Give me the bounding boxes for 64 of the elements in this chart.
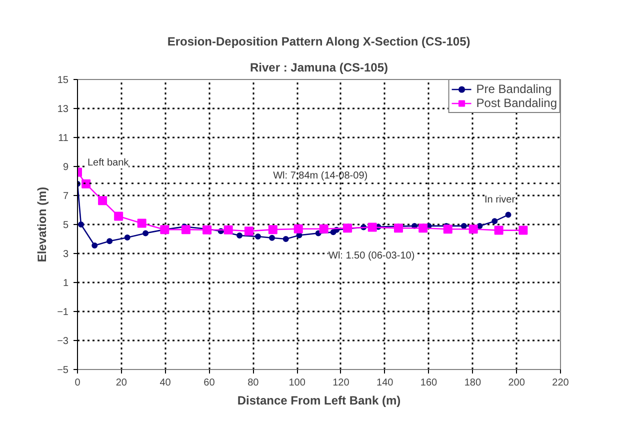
x-tick-label: 0 bbox=[74, 378, 81, 388]
y-tick-label: 13 bbox=[57, 104, 69, 115]
point bbox=[124, 234, 130, 241]
y-axis-title: Elevation (m) bbox=[35, 186, 50, 262]
legend-label: Pre Bandaling bbox=[476, 82, 552, 96]
point bbox=[394, 224, 403, 233]
x-tick-label: 20 bbox=[116, 378, 128, 388]
y-tick-label: 5 bbox=[62, 220, 69, 231]
point bbox=[98, 196, 108, 206]
annotation: Left bank bbox=[88, 158, 130, 168]
y-tick-label: −5 bbox=[57, 365, 69, 376]
point bbox=[142, 230, 149, 236]
point bbox=[92, 242, 98, 249]
x-axis-title: Distance From Left Bank (m) bbox=[237, 394, 401, 408]
x-tick-label: 100 bbox=[288, 378, 306, 388]
point bbox=[494, 226, 504, 235]
point bbox=[224, 225, 233, 234]
point bbox=[254, 234, 261, 240]
point bbox=[443, 224, 452, 234]
point bbox=[368, 222, 377, 232]
point bbox=[268, 225, 278, 234]
chart-title: Erosion-Deposition Pattern Along X-Section (CS-105) bbox=[167, 34, 470, 48]
x-tick-label: 160 bbox=[420, 378, 438, 388]
x-tick-label: 180 bbox=[464, 378, 482, 388]
y-tick-label: 1 bbox=[62, 278, 69, 289]
point bbox=[236, 232, 243, 239]
y-tick-label: 9 bbox=[62, 162, 69, 173]
ref-line-label: Wl: 7.84m (14-08-09) bbox=[273, 170, 368, 182]
y-tick-label: 15 bbox=[57, 75, 69, 86]
point bbox=[460, 222, 467, 229]
point bbox=[269, 234, 276, 241]
chart-subtitle: River : Jamuna (CS-105) bbox=[250, 60, 388, 74]
point bbox=[468, 224, 478, 234]
x-tick-label: 200 bbox=[508, 378, 526, 388]
x-tick-label: 60 bbox=[204, 378, 216, 388]
point bbox=[343, 224, 352, 233]
point bbox=[106, 238, 113, 244]
y-tick-label: −1 bbox=[57, 307, 69, 318]
annotation: Wl: 1.50 (06-03-10) bbox=[328, 250, 415, 262]
y-tick-label: 11 bbox=[58, 133, 69, 144]
point bbox=[202, 225, 212, 234]
point bbox=[114, 212, 124, 221]
legend-label: Post Bandaling bbox=[476, 96, 557, 110]
x-tick-label: 40 bbox=[160, 378, 172, 388]
point bbox=[181, 225, 190, 234]
point bbox=[518, 226, 528, 235]
y-tick-label: 7 bbox=[62, 191, 69, 202]
point bbox=[505, 212, 512, 218]
y-tick-label: −3 bbox=[57, 336, 69, 347]
point bbox=[244, 226, 254, 236]
point bbox=[282, 236, 289, 242]
x-tick-label: 120 bbox=[332, 378, 350, 388]
point bbox=[319, 224, 328, 234]
point bbox=[137, 218, 146, 228]
point bbox=[492, 218, 498, 224]
point bbox=[78, 222, 84, 228]
annotation: In river bbox=[484, 194, 516, 206]
point bbox=[294, 224, 303, 234]
y-tick-label: 3 bbox=[62, 249, 69, 260]
x-tick-label: 80 bbox=[248, 378, 260, 388]
x-tick-label: 220 bbox=[552, 378, 570, 388]
point bbox=[82, 179, 91, 188]
x-tick-label: 140 bbox=[376, 378, 394, 388]
point bbox=[418, 224, 428, 233]
